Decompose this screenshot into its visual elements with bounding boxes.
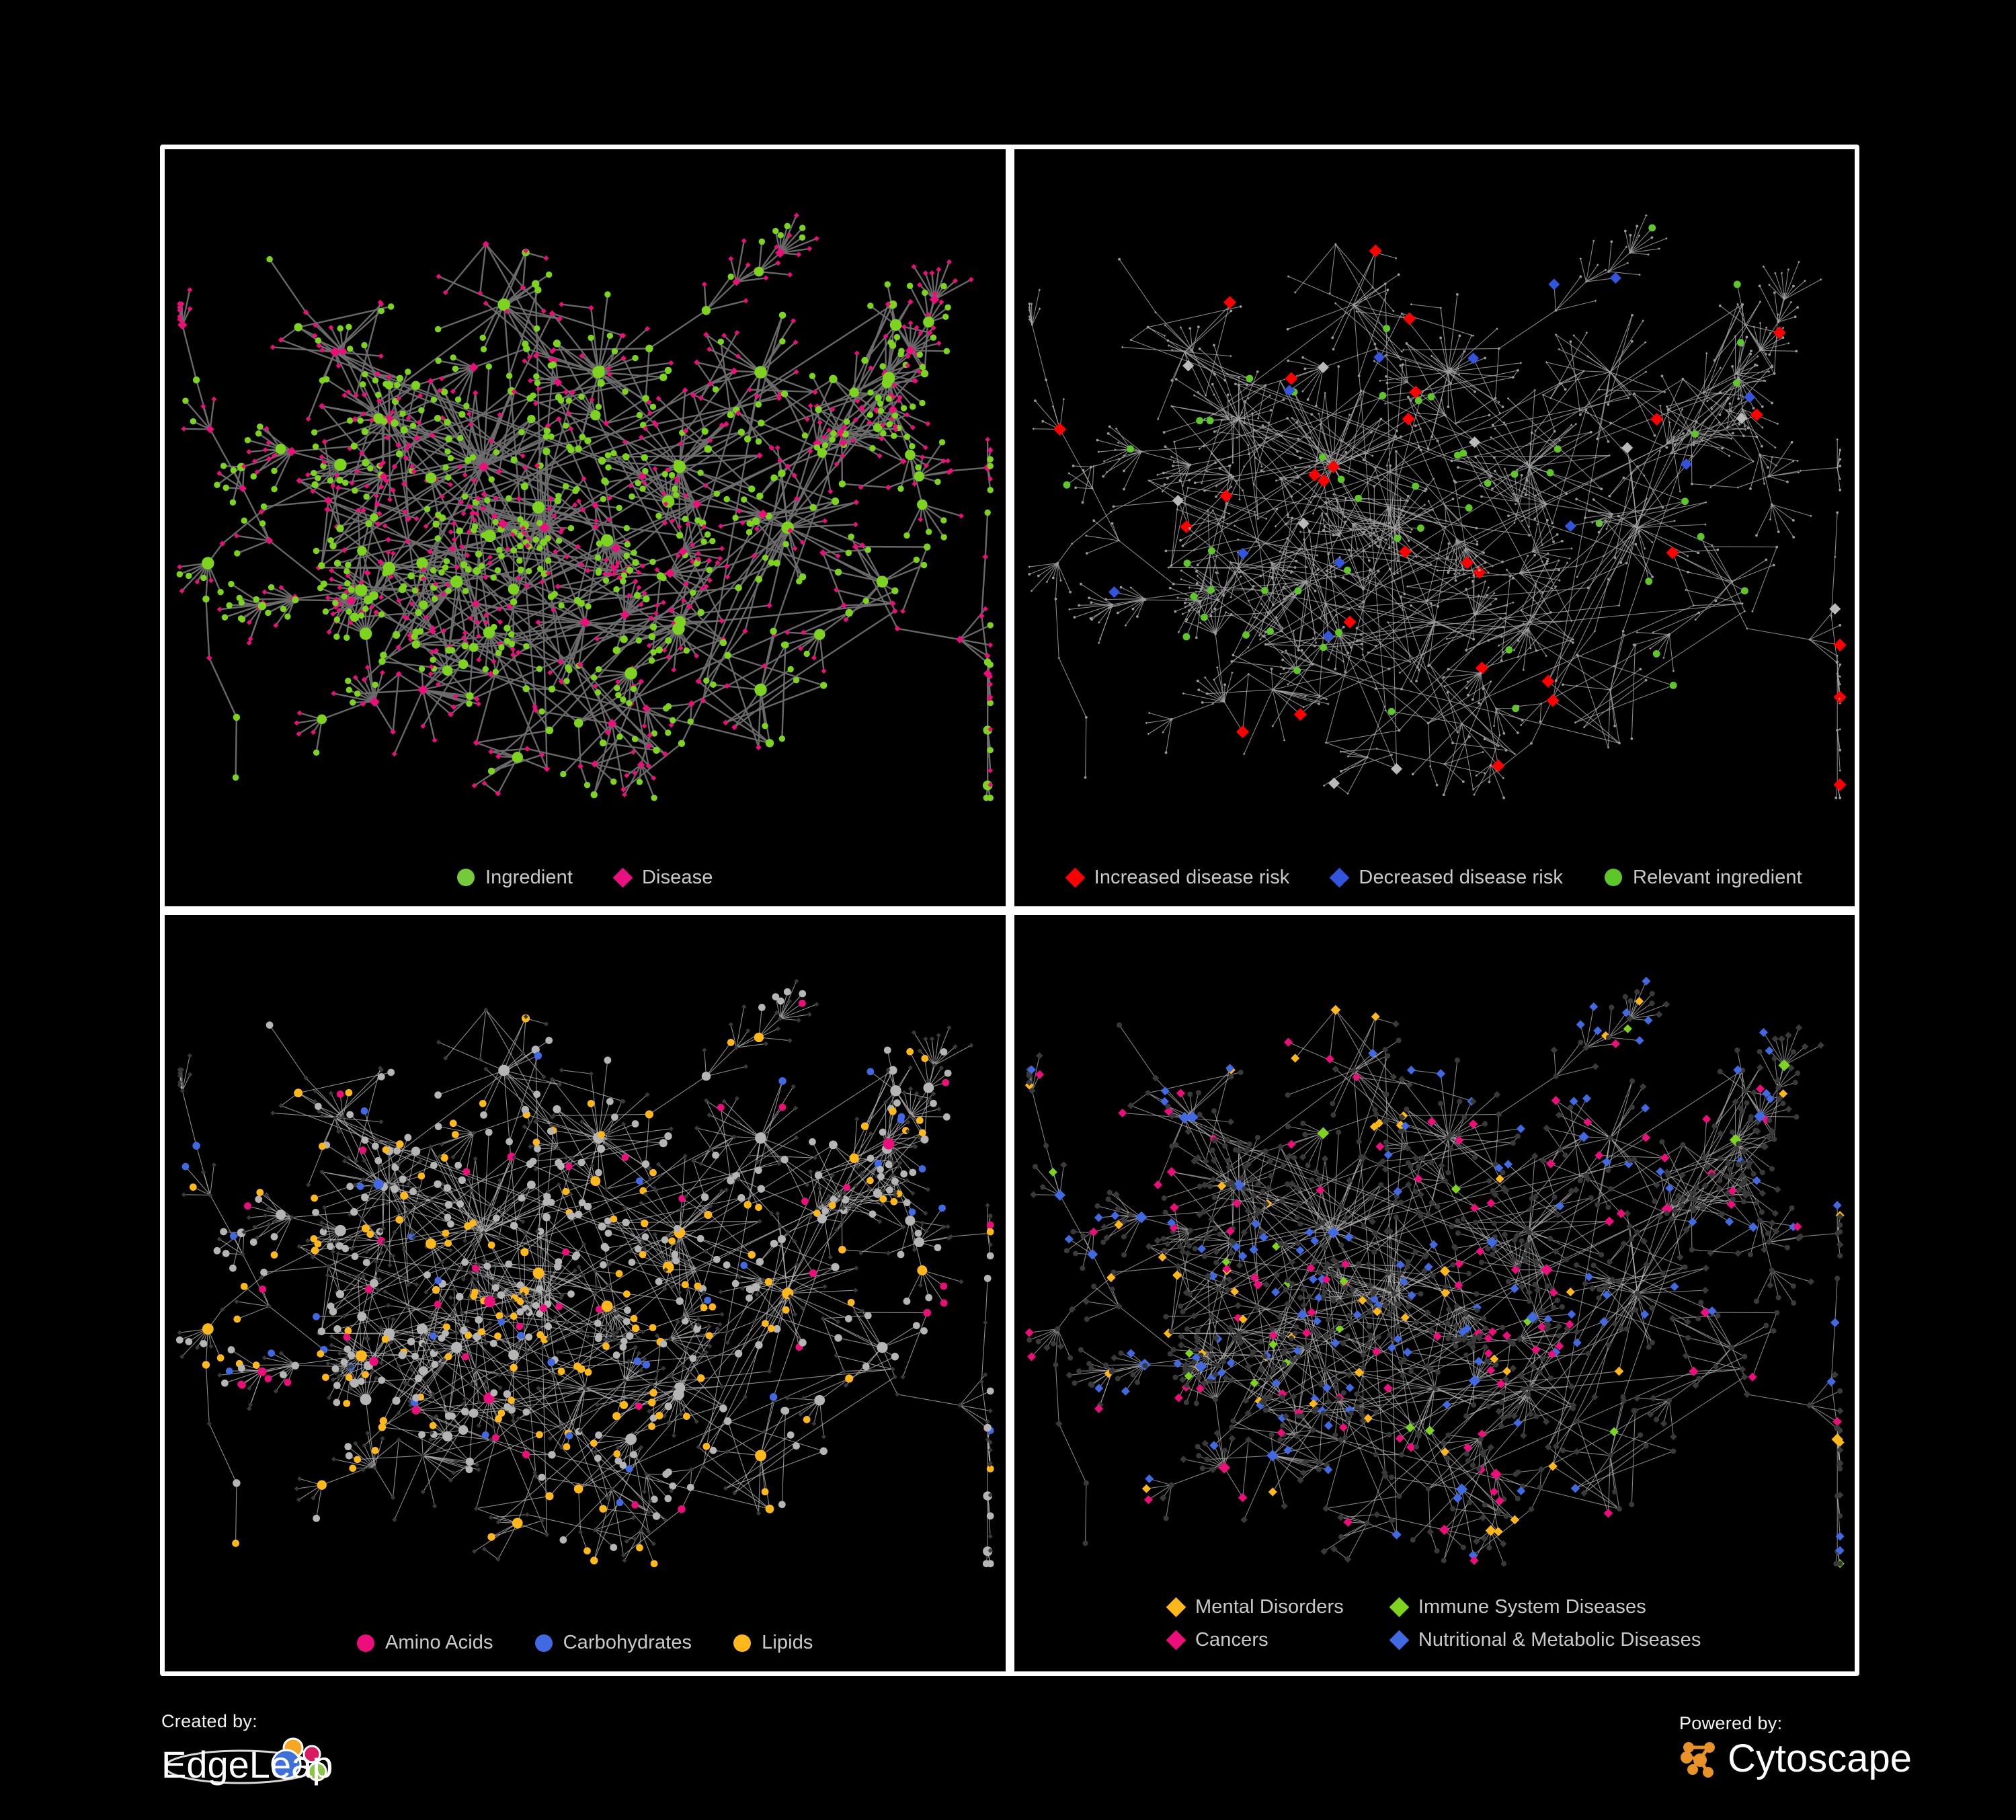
legend-item-ingredient[interactable]: Ingredient: [457, 867, 573, 889]
edgeleap-network-logo-icon: EdgeLeap: [161, 1737, 333, 1786]
panel-ingredient-disease[interactable]: Ingredient Disease: [165, 149, 1006, 906]
legend-label: Increased disease risk: [1094, 866, 1290, 888]
cytoscape-logo-row: Cytoscape: [1679, 1738, 1912, 1780]
powered-by-kicker: Powered by:: [1679, 1713, 1783, 1733]
legend-label: Nutritional & Metabolic Diseases: [1418, 1629, 1701, 1651]
diamond-marker-icon: [1166, 1630, 1186, 1651]
legend-label: Lipids: [762, 1632, 813, 1653]
network-canvas-panel4: [1014, 915, 1855, 1672]
circle-marker-icon: [457, 869, 475, 886]
diamond-marker-icon: [1389, 1597, 1410, 1618]
cytoscape-network-logo-icon: [1681, 1742, 1715, 1778]
legend-panel2: Increased disease risk Decreased disease…: [1014, 867, 1855, 889]
legend-item-relevant-ingredient[interactable]: Relevant ingredient: [1605, 867, 1802, 889]
legend-item-amino-acids[interactable]: Amino Acids: [356, 1632, 493, 1654]
legend-panel3: Amino Acids Carbohydrates Lipids: [165, 1632, 1006, 1654]
legend-item-decreased-risk[interactable]: Decreased disease risk: [1330, 866, 1564, 889]
diamond-marker-icon: [1389, 1630, 1410, 1651]
legend-panel4: Mental Disorders Immune System Diseases …: [1014, 1596, 1855, 1651]
legend-label: Amino Acids: [385, 1632, 493, 1653]
legend-item-lipids[interactable]: Lipids: [733, 1632, 813, 1654]
legend-label: Relevant ingredient: [1633, 866, 1802, 888]
legend-item-mental-disorders[interactable]: Mental Disorders: [1166, 1596, 1344, 1618]
panel-grid: Ingredient Disease Increased disease: [165, 149, 1855, 1671]
circle-marker-icon: [733, 1634, 752, 1652]
diamond-marker-icon: [1166, 1597, 1186, 1618]
legend-label: Disease: [642, 866, 713, 888]
created-by-brand: Created by: EdgeLeap EdgeLeap: [161, 1711, 336, 1787]
diamond-marker-icon: [612, 867, 633, 887]
network-canvas-panel1: [165, 149, 1006, 906]
legend-panel1: Ingredient Disease: [165, 867, 1006, 889]
legend-label: Ingredient: [485, 866, 573, 888]
cytoscape-name: Cytoscape: [1728, 1737, 1912, 1780]
diamond-marker-icon: [1065, 867, 1086, 887]
panel-disease-class[interactable]: Mental Disorders Immune System Diseases …: [1014, 914, 1855, 1672]
circle-marker-icon: [534, 1634, 553, 1652]
legend-label: Immune System Diseases: [1418, 1596, 1646, 1618]
legend-item-cancers[interactable]: Cancers: [1166, 1629, 1344, 1651]
legend-item-increased-risk[interactable]: Increased disease risk: [1065, 866, 1290, 889]
legend-label: Mental Disorders: [1195, 1596, 1344, 1618]
legend-item-disease[interactable]: Disease: [612, 866, 713, 889]
diamond-marker-icon: [1330, 867, 1350, 887]
network-canvas-panel2: [1014, 149, 1855, 906]
legend-label: Decreased disease risk: [1359, 866, 1564, 888]
network-canvas-panel3: [165, 915, 1006, 1672]
edgeleap-logo-row: EdgeLeap: [161, 1736, 336, 1787]
panel-grid-frame: Ingredient Disease Increased disease: [160, 145, 1859, 1676]
powered-by-brand: Powered by: Cytoscape: [1679, 1713, 1912, 1780]
circle-marker-icon: [356, 1634, 374, 1652]
legend-item-immune-system-diseases[interactable]: Immune System Diseases: [1389, 1596, 1701, 1618]
created-by-kicker: Created by:: [161, 1711, 257, 1731]
legend-label: Carbohydrates: [563, 1632, 692, 1653]
panel-disease-risk[interactable]: Increased disease risk Decreased disease…: [1014, 149, 1855, 906]
legend-item-carbohydrates[interactable]: Carbohydrates: [534, 1632, 692, 1654]
legend-label: Cancers: [1195, 1629, 1268, 1651]
panel-ingredient-class[interactable]: Amino Acids Carbohydrates Lipids: [165, 914, 1006, 1672]
circle-marker-icon: [1605, 869, 1623, 886]
legend-item-nutritional-metabolic-diseases[interactable]: Nutritional & Metabolic Diseases: [1389, 1629, 1701, 1651]
